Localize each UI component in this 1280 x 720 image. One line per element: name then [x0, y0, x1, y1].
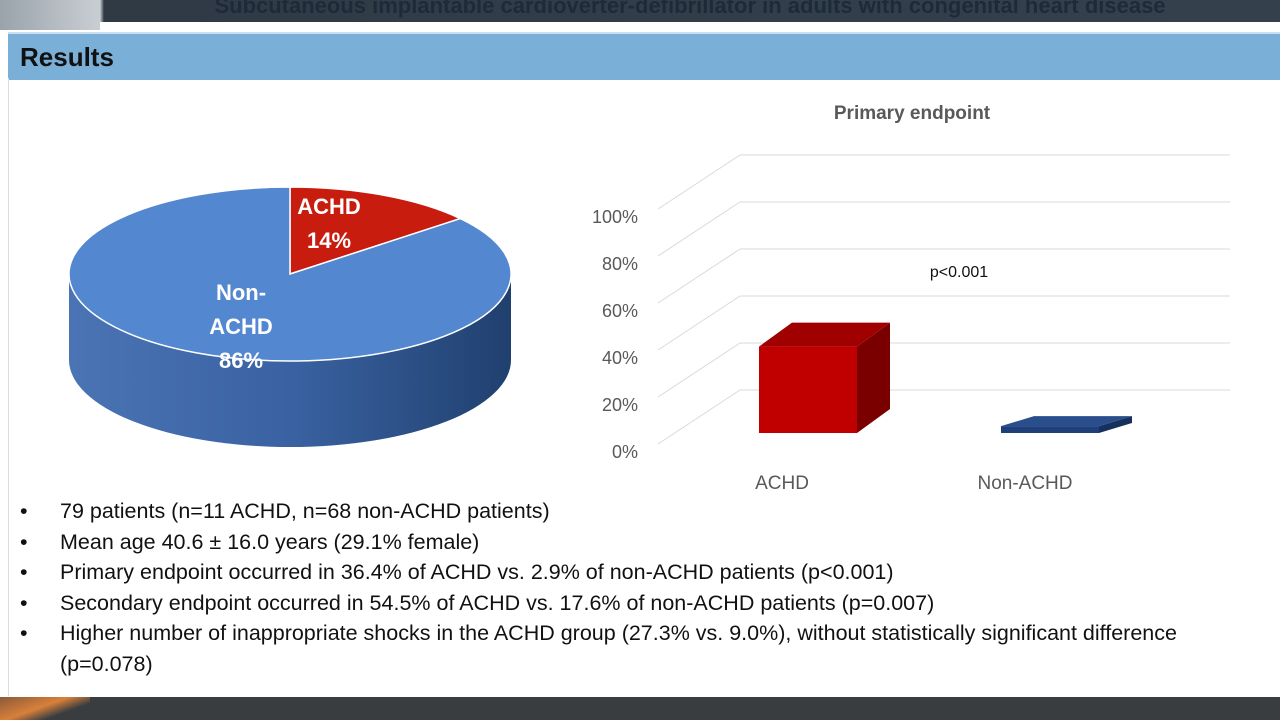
bullet-text: Mean age 40.6 ± 16.0 years (29.1% female…	[60, 529, 480, 554]
x-tick-label: Non-ACHD	[977, 473, 1072, 494]
pie-label-nonachd-1: Non-	[216, 280, 266, 305]
bullet-symbol: •	[20, 590, 28, 615]
p-value-annotation: p<0.001	[930, 264, 988, 281]
y-tick-label: 80%	[602, 254, 638, 274]
y-tick-label: 60%	[602, 301, 638, 321]
pie-label-nonachd-2: ACHD	[209, 314, 273, 339]
bottom-accent	[0, 697, 90, 720]
y-tick-label: 40%	[602, 348, 638, 368]
pie-label-achd: ACHD	[297, 194, 361, 219]
bullet-item: • Mean age 40.6 ± 16.0 years (29.1% femal…	[20, 527, 1275, 558]
slide-title: Results	[20, 42, 114, 72]
deck-header-strip: Subcutaneous implantable cardioverter-de…	[0, 0, 1280, 30]
bullet-item: • Higher number of inappropriate shocks i…	[20, 618, 1275, 679]
bottom-bar	[0, 697, 1280, 720]
pie-chart: ACHD 14% Non- ACHD 86%	[68, 186, 512, 447]
pie-side-wall	[69, 274, 511, 447]
bar-top-non-achd	[1001, 416, 1132, 427]
gridline-diagonal	[657, 342, 741, 398]
pie-slice-achd	[289, 186, 463, 276]
results-bullet-list: • 79 patients (n=11 ACHD, n=68 non-ACHD p…	[20, 496, 1275, 679]
bullet-symbol: •	[20, 560, 28, 584]
y-tick-label: 0%	[612, 442, 638, 462]
gridline-diagonal	[657, 154, 741, 210]
bar-side-achd	[857, 322, 890, 433]
pie-value-nonachd: 86%	[219, 348, 263, 373]
bullet-symbol: •	[20, 529, 28, 554]
slide-header: Results	[8, 32, 1280, 80]
bullet-text: Secondary endpoint occurred in 54.5% of …	[60, 590, 935, 615]
bar-top-achd	[759, 322, 890, 347]
gridline-diagonal	[657, 389, 741, 445]
pie-value-achd: 14%	[307, 228, 351, 253]
bar-side-non-achd	[1099, 416, 1132, 433]
gridline-diagonal	[657, 201, 741, 257]
bar-non-achd	[1001, 426, 1099, 433]
bar-achd	[759, 346, 857, 433]
pie-slice-non-achd	[68, 186, 512, 362]
bullet-text: 79 patients (n=11 ACHD, n=68 non-ACHD pa…	[60, 499, 550, 523]
gridline-diagonal	[657, 248, 741, 304]
bar-chart: Primary endpoint 0% 20% 40% 60% 80% 100% ACHD…	[592, 103, 1230, 494]
y-tick-label: 20%	[602, 395, 638, 415]
bullet-item: • Secondary endpoint occurred in 54.5% of…	[20, 588, 1275, 619]
bullet-symbol: •	[20, 621, 28, 645]
bullet-item: • 79 patients (n=11 ACHD, n=68 non-ACHD p…	[20, 496, 1275, 527]
header-strip-edge	[100, 22, 1280, 30]
deck-title: Subcutaneous implantable cardioverter-de…	[214, 0, 1166, 18]
y-tick-label: 100%	[592, 207, 638, 227]
bullet-text: Primary endpoint occurred in 36.4% of AC…	[60, 560, 894, 584]
bullet-symbol: •	[20, 499, 28, 523]
bullet-item: • Primary endpoint occurred in 36.4% of A…	[20, 557, 1275, 588]
gridline-diagonal	[657, 295, 741, 351]
bar-chart-title: Primary endpoint	[834, 103, 991, 124]
slide-frame	[8, 78, 1279, 696]
bullet-text: Higher number of inappropriate shocks in…	[60, 621, 1177, 676]
x-tick-label: ACHD	[755, 473, 809, 494]
